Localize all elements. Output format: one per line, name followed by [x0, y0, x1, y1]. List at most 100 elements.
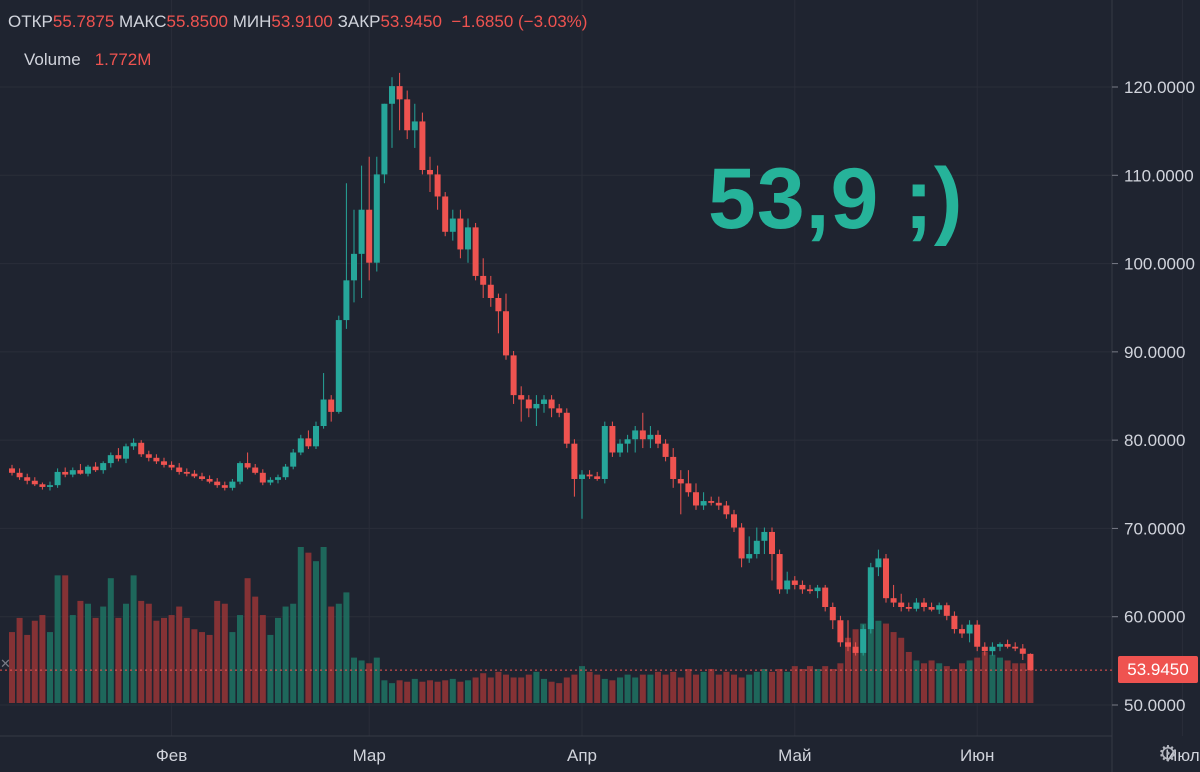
candle-body — [776, 554, 783, 590]
volume-bar — [746, 674, 753, 703]
candle-body — [138, 442, 145, 455]
volume-bar — [275, 617, 281, 703]
candle-body — [852, 646, 859, 653]
candle-body — [746, 554, 753, 559]
volume-bar — [852, 629, 859, 703]
candle-body — [320, 399, 327, 427]
volume-bar — [860, 623, 867, 703]
volume-bar — [799, 668, 806, 703]
volume-bar — [442, 680, 449, 703]
candle-body — [541, 399, 547, 404]
volume-bar — [290, 603, 297, 703]
candle-body — [31, 480, 38, 485]
candle-body — [161, 461, 167, 465]
candle-body — [297, 438, 304, 453]
candle-body — [822, 587, 829, 608]
volume-bar — [69, 615, 76, 703]
candle-body — [563, 412, 570, 444]
candle-body — [107, 455, 114, 464]
candle-body — [54, 471, 61, 486]
volume-bar — [244, 578, 251, 703]
volume-legend[interactable]: Volume 1.772M — [24, 50, 151, 70]
candle-body — [579, 474, 585, 479]
candle-body — [974, 624, 981, 647]
candle-body — [617, 443, 623, 453]
candle-body — [244, 463, 251, 468]
volume-bar — [168, 615, 175, 703]
candle-body — [715, 502, 722, 506]
volume-bar — [594, 674, 601, 703]
candle-body — [791, 580, 798, 585]
volume-bar — [905, 651, 912, 703]
candle-body — [867, 567, 874, 630]
candle-body — [761, 531, 768, 541]
candle-body — [199, 476, 205, 479]
candle-body — [77, 470, 84, 474]
volume-bar — [845, 637, 851, 703]
volume-bar — [731, 674, 737, 703]
volume-bar — [776, 668, 783, 703]
candle-body — [799, 584, 806, 590]
volume-bar — [100, 606, 107, 703]
candle-body — [959, 629, 965, 634]
volume-bar — [404, 681, 411, 703]
candle-body — [700, 501, 707, 506]
candle-body — [943, 605, 950, 616]
volume-bar — [974, 657, 981, 703]
volume-bar — [647, 674, 654, 703]
candle-body — [556, 408, 563, 413]
volume-bar — [16, 617, 23, 703]
candle-body — [632, 430, 639, 440]
volume-bar — [259, 615, 266, 703]
volume-bar — [358, 660, 365, 703]
volume-bar — [297, 547, 304, 703]
x-tick-label: Июл — [1165, 746, 1200, 765]
candle-body — [237, 463, 243, 482]
volume-bar — [981, 651, 988, 703]
candle-body — [769, 531, 775, 555]
volume-bar — [639, 674, 646, 703]
candle-body — [495, 298, 502, 312]
volume-bars — [9, 547, 1034, 703]
candle-body — [1004, 644, 1011, 647]
volume-bar — [487, 677, 494, 703]
volume-bar — [495, 671, 502, 703]
last-price-label: 53.9450 — [1118, 656, 1198, 683]
change-value: −1.6850 (−3.03%) — [451, 12, 588, 31]
candle-body — [518, 395, 525, 400]
volume-bar — [351, 657, 357, 703]
candle-body — [16, 472, 23, 478]
volume-bar — [465, 680, 471, 703]
ohlc-legend: ОТКР55.7875 МАКС55.8500 МИН53.9100 ЗАКР5… — [8, 12, 587, 32]
volume-bar — [943, 666, 950, 703]
candle-body — [449, 218, 456, 232]
candle-body — [655, 434, 661, 444]
x-tick-label: Июн — [960, 746, 994, 765]
volume-bar — [115, 617, 122, 703]
volume-bar — [685, 668, 692, 703]
candle-body — [24, 477, 31, 481]
volume-bar — [161, 617, 167, 703]
candle-body — [183, 471, 190, 474]
volume-bar — [875, 620, 882, 703]
candle-body — [343, 280, 350, 321]
candle-body — [1019, 648, 1026, 654]
volume-bar — [472, 677, 479, 703]
gear-icon[interactable]: ⚙ — [1158, 741, 1178, 766]
volume-bar — [138, 600, 145, 703]
candle-body — [693, 492, 699, 506]
candle-body — [1027, 653, 1034, 671]
candle-body — [837, 620, 844, 643]
candle-body — [860, 629, 867, 653]
candle-body — [548, 399, 555, 409]
volume-bar — [632, 677, 639, 703]
candle-body — [966, 624, 973, 634]
volume-bar — [206, 634, 213, 703]
candle-body — [951, 615, 958, 630]
volume-bar — [579, 666, 585, 703]
volume-bar — [677, 677, 684, 703]
volume-bar — [518, 677, 525, 703]
volume-bar — [548, 681, 555, 703]
candle-body — [290, 452, 297, 467]
